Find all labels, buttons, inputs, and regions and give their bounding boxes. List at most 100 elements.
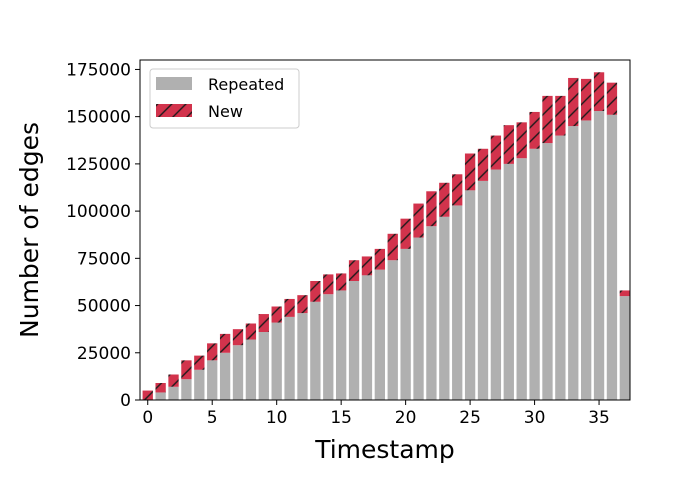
bar-new: [374, 248, 385, 270]
bar-repeated: [439, 216, 450, 400]
bar-repeated: [581, 120, 592, 400]
bar-repeated: [464, 190, 476, 400]
bar-new: [297, 295, 308, 314]
x-tick-label: 15: [330, 408, 352, 428]
bar-new: [271, 306, 282, 323]
bar-new: [323, 274, 334, 295]
bar-repeated: [555, 135, 566, 401]
bar-repeated: [387, 260, 398, 400]
bar-repeated: [529, 148, 540, 400]
bar-new: [284, 298, 295, 317]
bar-repeated: [348, 281, 360, 400]
bar-new: [606, 82, 618, 115]
bar-new: [387, 233, 398, 261]
bar-repeated: [323, 294, 334, 400]
bar-new: [310, 281, 321, 302]
bar-repeated: [413, 237, 424, 400]
bar-new: [181, 360, 192, 380]
bar-repeated: [284, 316, 295, 400]
x-tick-label: 25: [459, 408, 481, 428]
x-tick-label: 0: [142, 408, 153, 428]
bar-new: [207, 343, 218, 361]
x-axis-label: Timestamp: [314, 435, 455, 464]
bar-repeated: [516, 158, 527, 400]
bar-new: [232, 329, 244, 346]
legend: Repeated New: [149, 68, 300, 129]
y-tick-label: 0: [120, 391, 131, 411]
bar-repeated: [207, 360, 218, 400]
bar-repeated: [452, 205, 463, 400]
bar-repeated: [490, 169, 502, 400]
bar-repeated: [542, 143, 553, 400]
y-tick-label: 150000: [66, 108, 131, 128]
x-tick-label: 20: [395, 408, 417, 428]
bar-repeated: [310, 301, 321, 400]
bar-repeated: [194, 369, 205, 400]
plot-frame: [139, 59, 631, 401]
bar-repeated: [426, 226, 437, 400]
bar-repeated: [593, 111, 605, 400]
bar-repeated: [245, 339, 257, 400]
bar-repeated: [181, 379, 192, 400]
bar-repeated: [297, 313, 308, 400]
y-tick-label: 25000: [77, 344, 131, 364]
bar-new: [581, 78, 592, 121]
bar-repeated: [361, 275, 373, 400]
bar-repeated: [219, 352, 231, 400]
bar-new: [245, 323, 257, 340]
legend-label-new: New: [208, 102, 243, 121]
bar-repeated: [568, 126, 579, 400]
bar-new: [142, 390, 153, 400]
bar-new: [464, 153, 476, 191]
bar-new: [593, 72, 605, 111]
y-tick-label: 75000: [77, 249, 131, 269]
bars-group: [142, 72, 630, 401]
bar-new: [258, 314, 269, 332]
bar-new: [361, 256, 373, 276]
x-tick-label: 5: [207, 408, 218, 428]
y-axis: 0 25000 50000 75000 100000 125000 150000 175000: [66, 60, 140, 411]
bar-repeated: [155, 392, 166, 400]
bar-new: [568, 77, 579, 127]
y-tick-label: 175000: [66, 60, 131, 80]
x-tick-label: 35: [588, 408, 610, 428]
bar-repeated: [271, 322, 282, 400]
bar-repeated: [503, 163, 514, 400]
bar-new: [155, 383, 166, 393]
bar-new: [542, 95, 553, 144]
x-tick-label: 10: [266, 408, 288, 428]
bar-new: [439, 182, 450, 217]
legend-label-repeated: Repeated: [208, 75, 284, 94]
y-tick-label: 125000: [66, 155, 131, 175]
bar-new: [219, 333, 231, 353]
x-axis: 0 5 10 15 20 25 30 35: [142, 400, 610, 428]
y-tick-label: 50000: [77, 297, 131, 317]
bar-repeated: [336, 290, 347, 400]
bar-new: [413, 203, 424, 238]
bar-new: [555, 95, 566, 136]
bar-repeated: [606, 114, 618, 401]
bar-new: [194, 355, 205, 370]
bar-new: [516, 122, 527, 159]
bar-repeated: [477, 180, 489, 400]
y-axis-label: Number of edges: [15, 122, 44, 338]
bar-repeated: [168, 386, 179, 400]
bar-new: [426, 191, 437, 227]
bar-new: [490, 135, 502, 170]
bar-repeated: [400, 248, 411, 400]
bar-repeated: [619, 296, 630, 400]
bar-new: [477, 148, 489, 181]
bar-new: [529, 111, 540, 149]
bar-new: [400, 218, 411, 249]
bar-repeated: [232, 345, 244, 400]
bar-new: [348, 260, 360, 281]
bar-new: [452, 174, 463, 206]
legend-swatch-repeated: [156, 77, 192, 90]
bar-repeated: [258, 332, 269, 400]
bar-new: [503, 125, 514, 164]
x-tick-label: 30: [524, 408, 546, 428]
bar-new: [619, 290, 630, 297]
y-tick-label: 100000: [66, 202, 131, 222]
bar-repeated: [374, 269, 385, 400]
